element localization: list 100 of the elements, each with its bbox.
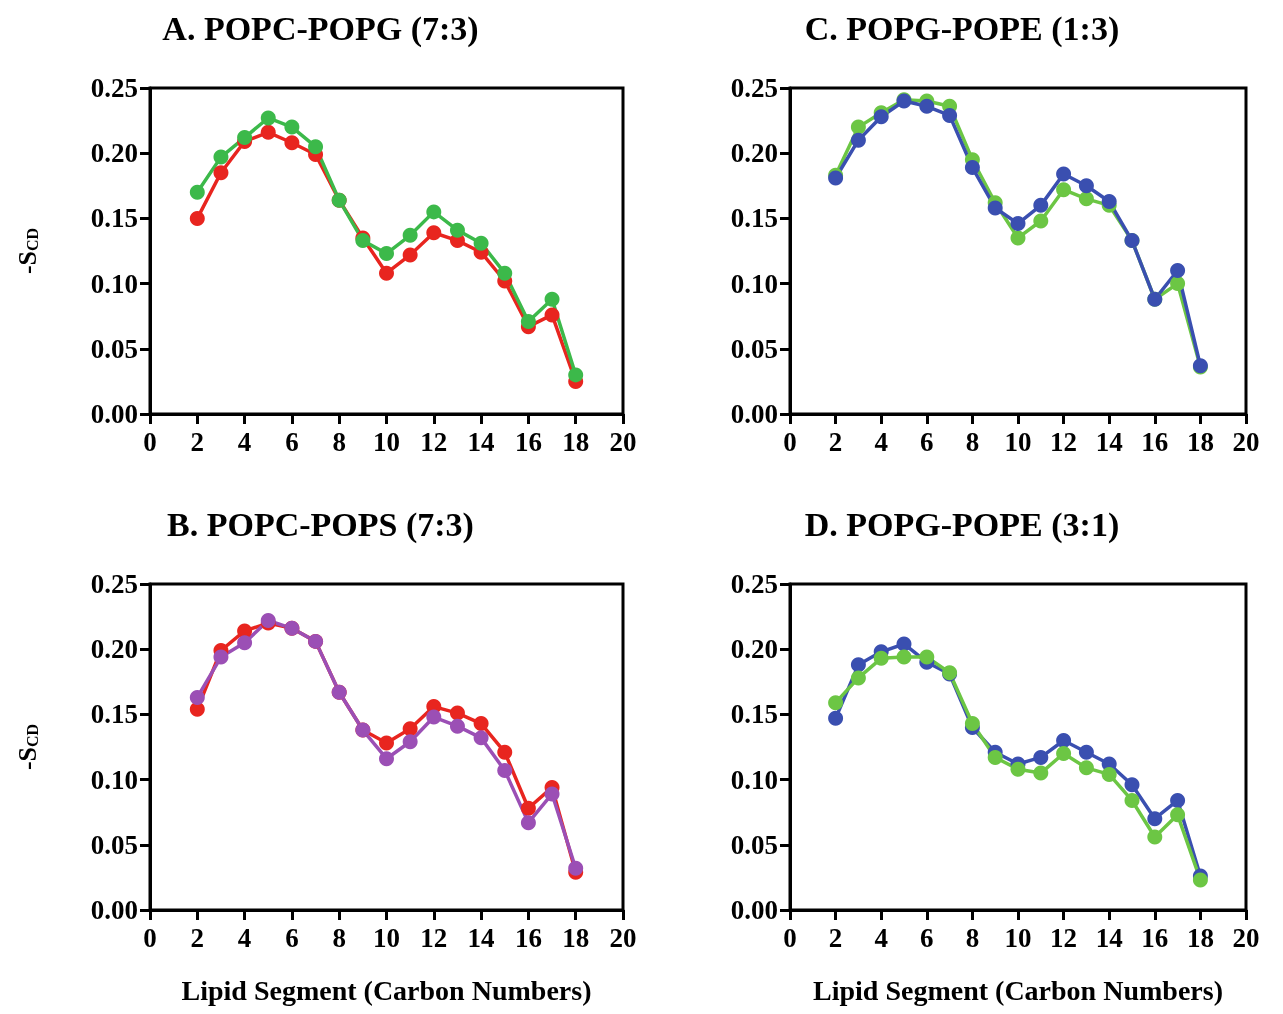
x-tick-label: 8	[965, 426, 980, 457]
y-tick-label: 0.25	[730, 569, 778, 599]
point	[497, 265, 513, 281]
point	[1078, 191, 1094, 207]
x-tick-label: 18	[1186, 922, 1214, 953]
point	[426, 225, 442, 241]
x-tick-label: 0	[783, 426, 797, 457]
x-tick-label: 20	[609, 426, 637, 457]
point	[1010, 230, 1026, 246]
x-tick-label: 0	[143, 922, 157, 953]
y-tick-label: 0.00	[90, 399, 138, 429]
point	[1056, 182, 1072, 198]
y-tick-label: 0.20	[90, 634, 138, 665]
point	[850, 132, 866, 148]
point	[1033, 749, 1049, 765]
point	[260, 124, 276, 140]
x-tick-label: 4	[874, 922, 888, 953]
point	[449, 222, 465, 238]
point	[449, 718, 465, 734]
point	[1101, 193, 1117, 209]
point	[1147, 811, 1163, 827]
point	[260, 110, 276, 126]
x-tick-label: 20	[1232, 922, 1260, 953]
point	[213, 165, 229, 181]
point	[919, 649, 935, 665]
y-tick-label: 0.25	[90, 569, 138, 599]
x-tick-label: 4	[237, 426, 252, 457]
y-tick-label: 0.10	[90, 268, 138, 299]
y-tick-label: 0.15	[90, 203, 138, 234]
x-tick-label: 6	[920, 922, 934, 953]
y-tick-label: 0.25	[90, 73, 138, 103]
point	[308, 139, 324, 155]
point	[873, 650, 889, 666]
point	[1033, 197, 1049, 213]
point	[189, 184, 205, 200]
x-tick-label: 10	[1004, 922, 1032, 953]
point	[850, 657, 866, 673]
point	[1147, 829, 1163, 845]
chart-title: D. POPG-POPE (3:1)	[804, 505, 1120, 544]
point	[1192, 872, 1208, 888]
x-tick-label: 10	[1004, 426, 1032, 457]
point	[402, 734, 418, 750]
point	[1033, 213, 1049, 229]
point	[284, 135, 300, 151]
x-tick-label: 12	[1050, 922, 1078, 953]
y-tick-label: 0.15	[730, 699, 778, 730]
point	[544, 307, 560, 323]
y-tick-label: 0.05	[730, 333, 778, 364]
x-tick-label: 8	[332, 922, 346, 953]
point	[473, 235, 489, 251]
x-tick-label: 2	[190, 922, 205, 953]
point	[828, 710, 844, 726]
point	[873, 109, 889, 125]
chart-title: A. POPC-POPG (7:3)	[162, 9, 479, 48]
point	[1170, 792, 1186, 808]
point	[284, 119, 300, 135]
y-axis-title: -SCD	[12, 723, 42, 771]
x-tick-label: 18	[562, 922, 590, 953]
point	[987, 200, 1003, 216]
point	[213, 149, 229, 165]
point	[544, 786, 560, 802]
point	[497, 744, 513, 760]
point	[189, 689, 205, 705]
x-tick-label: 6	[920, 426, 934, 457]
point	[1056, 166, 1072, 182]
chart-title: C. POPG-POPE (1:3)	[804, 9, 1120, 48]
point	[426, 709, 442, 725]
x-tick-label: 16	[514, 426, 542, 457]
x-tick-label: 8	[965, 922, 980, 953]
point	[402, 247, 418, 263]
point	[1010, 216, 1026, 232]
y-tick-label: 0.00	[730, 895, 778, 925]
point	[520, 313, 536, 329]
point	[1124, 792, 1140, 808]
point	[1056, 732, 1072, 748]
point	[520, 800, 536, 816]
y-tick-label: 0.05	[730, 829, 778, 860]
x-tick-label: 0	[783, 922, 797, 953]
y-tick-label: 0.15	[730, 203, 778, 234]
x-tick-label: 12	[1050, 426, 1078, 457]
point	[497, 762, 513, 778]
x-tick-label: 6	[285, 426, 299, 457]
point	[942, 107, 958, 123]
point	[237, 635, 253, 651]
y-tick-label: 0.20	[90, 138, 138, 169]
x-tick-label: 14	[1095, 426, 1123, 457]
point	[987, 749, 1003, 765]
point	[1078, 760, 1094, 776]
x-tick-label: 2	[828, 426, 843, 457]
x-tick-label: 20	[609, 922, 637, 953]
y-tick-label: 0.05	[90, 829, 138, 860]
point	[426, 204, 442, 220]
x-tick-label: 2	[828, 922, 843, 953]
point	[964, 160, 980, 176]
point	[473, 730, 489, 746]
point	[379, 735, 394, 751]
point	[828, 695, 844, 711]
y-tick-label: 0.00	[90, 895, 138, 925]
y-axis-title: -SCD	[12, 227, 42, 275]
point	[1078, 744, 1094, 760]
